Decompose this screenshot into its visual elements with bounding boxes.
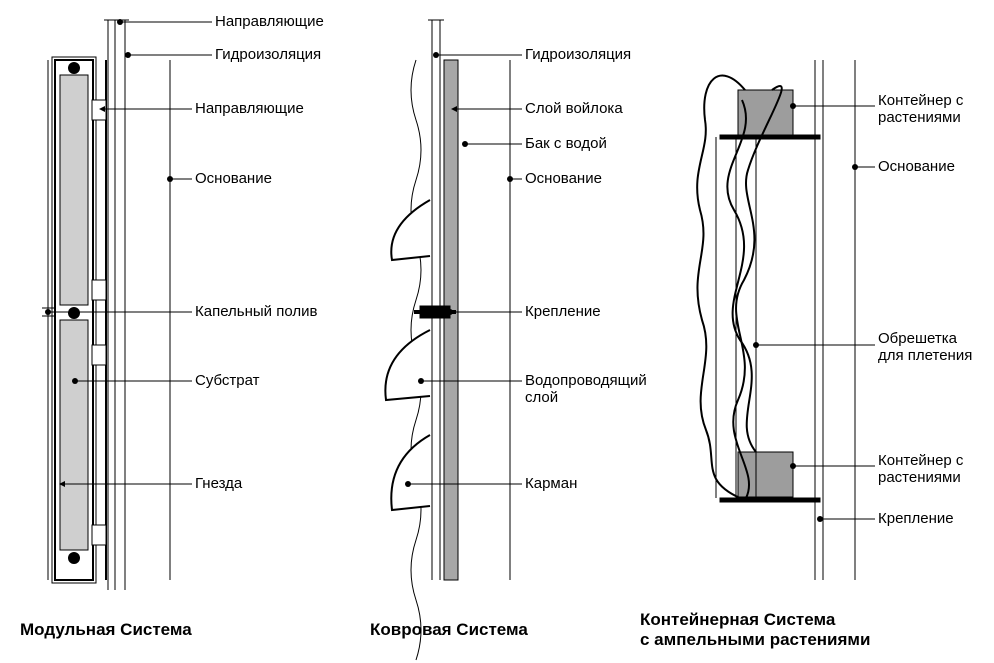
svg-layer — [0, 0, 994, 663]
label-container-osnovanie: Основание — [878, 158, 955, 175]
label-modular-osnovanie: Основание — [195, 170, 272, 187]
label-carpet-vodoprovod: Водопроводящий слой — [525, 372, 647, 407]
label-container-kreplenie: Крепление — [878, 510, 954, 527]
label-modular-kapel_poliv: Капельный полив — [195, 303, 317, 320]
title-container: Контейнерная Система с ампельными растен… — [640, 610, 870, 651]
label-carpet-gidroizolyatsiya: Гидроизоляция — [525, 46, 631, 63]
label-modular-gidroizolyatsiya: Гидроизоляция — [215, 46, 321, 63]
title-modular: Модульная Система — [20, 620, 192, 640]
label-carpet-sloi_voiloka: Слой войлока — [525, 100, 623, 117]
title-carpet: Ковровая Система — [370, 620, 528, 640]
label-modular-napravlyayuschie_mid: Направляющие — [195, 100, 304, 117]
label-carpet-osnovanie: Основание — [525, 170, 602, 187]
label-modular-gnezda: Гнезда — [195, 475, 242, 492]
diagram-canvas: { "canvas":{"width":994,"height":663,"ba… — [0, 0, 994, 663]
label-carpet-karman: Карман — [525, 475, 577, 492]
label-carpet-bak_s_vodoy: Бак с водой — [525, 135, 607, 152]
label-container-konteiner_top: Контейнер с растениями — [878, 92, 963, 127]
label-modular-napravlyayuschie_top: Направляющие — [215, 13, 324, 30]
label-container-konteiner_bot: Контейнер с растениями — [878, 452, 963, 487]
label-carpet-kreplenie: Крепление — [525, 303, 601, 320]
label-container-obreshetka: Обрешетка для плетения — [878, 330, 972, 365]
label-modular-substrat: Субстрат — [195, 372, 260, 389]
